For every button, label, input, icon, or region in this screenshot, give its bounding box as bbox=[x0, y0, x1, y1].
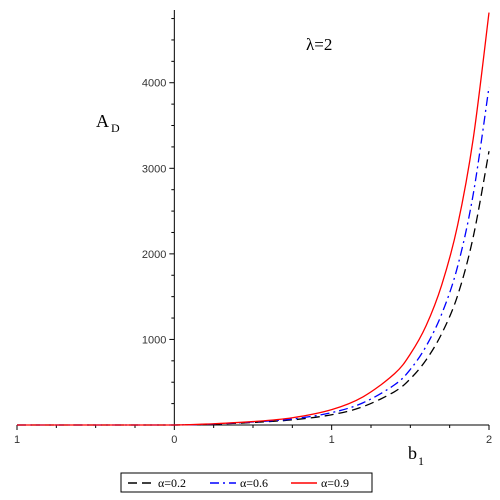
legend: α=0.2 α=0.6 α=0.9 bbox=[120, 472, 373, 493]
y-axis-label: A bbox=[96, 111, 109, 131]
series-layer bbox=[16, 12, 490, 426]
legend-label-2: α=0.6 bbox=[240, 476, 268, 490]
y-axis-label-sub: D bbox=[111, 121, 120, 135]
x-tick-label: 0 bbox=[171, 434, 177, 446]
y-tick-label: 3000 bbox=[142, 163, 166, 175]
legend-label-1: α=0.2 bbox=[158, 476, 186, 490]
tick-labels: 1 0 1 2 1000 2000 3000 4000 bbox=[14, 78, 492, 446]
y-tick-label: 2000 bbox=[142, 249, 166, 261]
x-axis-label: b bbox=[408, 443, 417, 463]
series-line-3 bbox=[16, 12, 490, 426]
y-tick-label: 4000 bbox=[142, 78, 166, 90]
tick-marks bbox=[16, 18, 490, 430]
series-line-2 bbox=[16, 86, 490, 426]
lambda-annotation: λ=2 bbox=[306, 35, 332, 54]
x-tick-label: 1 bbox=[14, 434, 20, 446]
legend-box bbox=[120, 472, 373, 493]
x-axis-label-sub: 1 bbox=[418, 454, 424, 468]
x-tick-label: 2 bbox=[486, 434, 492, 446]
x-tick-label: 1 bbox=[329, 434, 335, 446]
series-line-1 bbox=[16, 151, 490, 426]
legend-label-3: α=0.9 bbox=[321, 476, 349, 490]
y-tick-label: 1000 bbox=[142, 334, 166, 346]
